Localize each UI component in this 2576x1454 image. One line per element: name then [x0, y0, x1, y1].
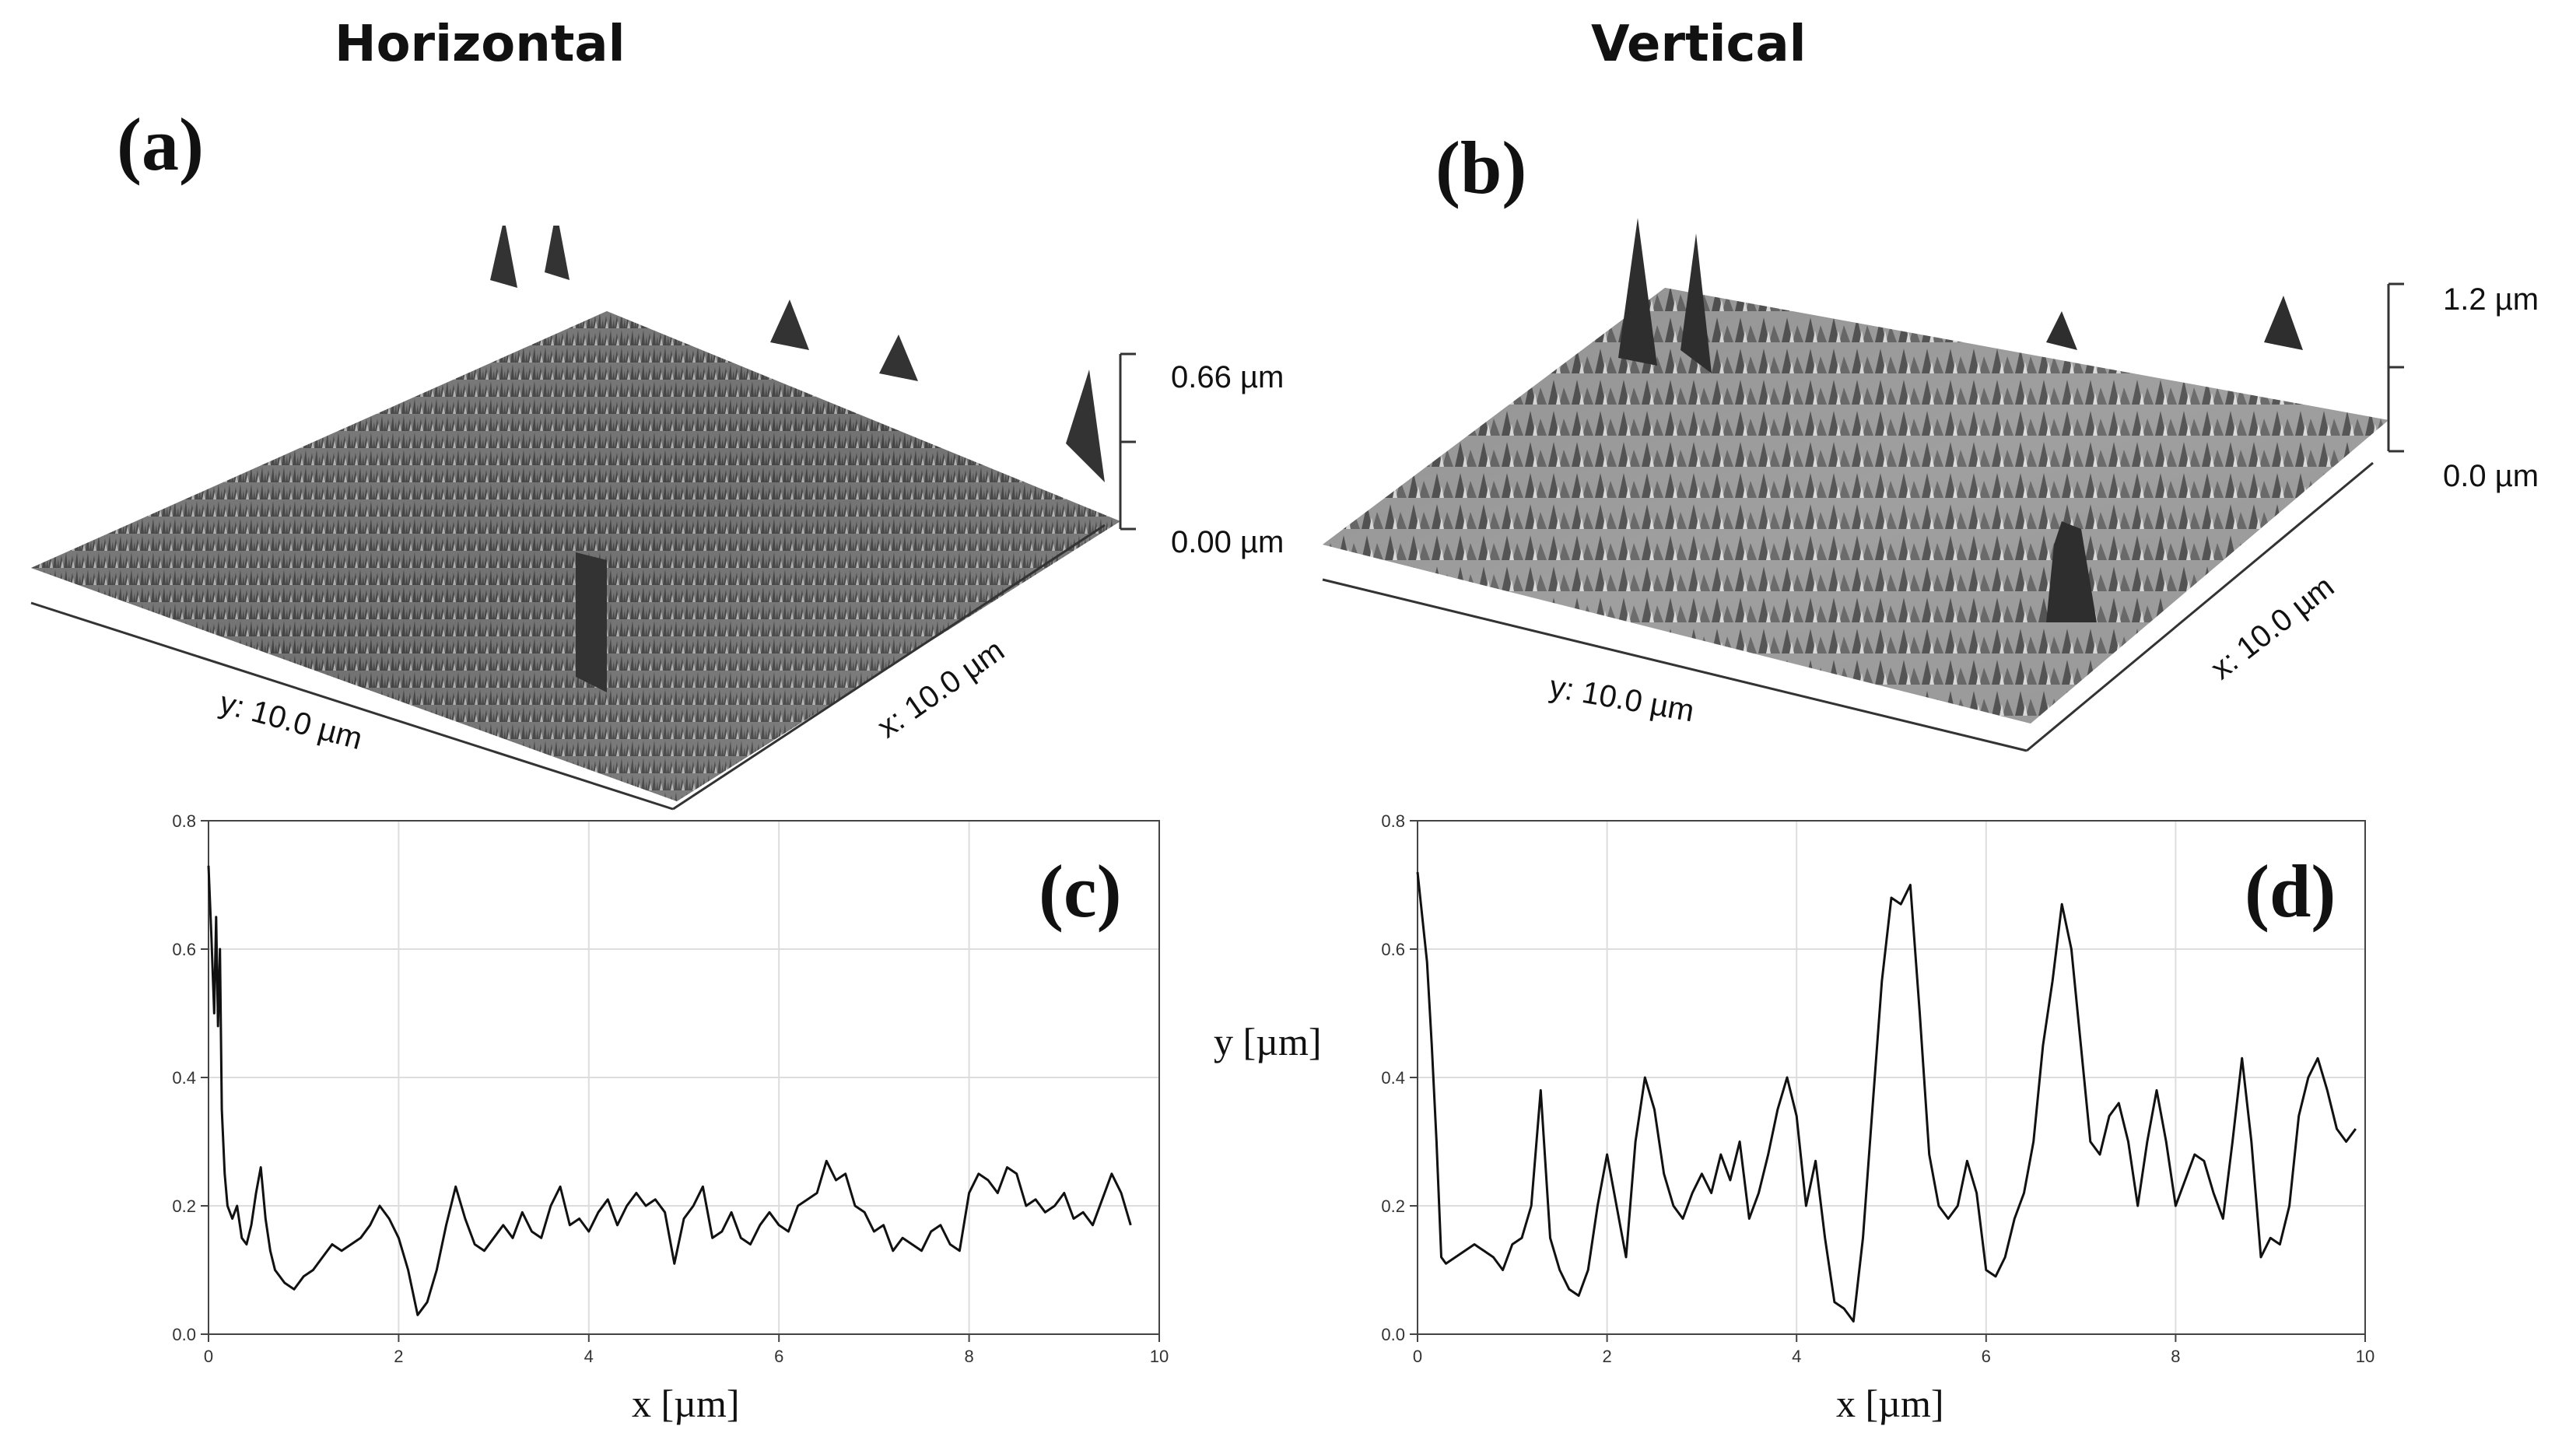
y-tick-label-1: 0.2 [172, 1196, 196, 1216]
panel-label-d: (d) [2245, 850, 2336, 933]
x-tick-label-4: 8 [2171, 1347, 2180, 1366]
x-tick-label-5: 10 [2356, 1347, 2374, 1366]
y-tick-label-1: 0.2 [1381, 1196, 1405, 1216]
y-tick-label-4: 0.8 [172, 811, 196, 831]
y-tick-label-3: 0.6 [1381, 940, 1405, 959]
surface-plot-horizontal: 0.66 µm 0.00 µm y: 10.0 µm x: 10.0 µm [30, 226, 1284, 811]
surface-b-height-top: 1.2 µm [2443, 282, 2539, 317]
surface-b-height-bottom: 0.0 µm [2443, 459, 2539, 493]
x-tick-label-3: 6 [774, 1347, 783, 1366]
x-tick-label-0: 0 [1413, 1347, 1422, 1366]
y-tick-label-4: 0.8 [1381, 811, 1405, 831]
panel-label-b: (b) [1435, 126, 1527, 209]
chart-d-x-axis-label: x [µm] [1836, 1382, 1944, 1425]
chart-c-x-axis-label: x [µm] [632, 1382, 740, 1425]
y-tick-label-0: 0.0 [172, 1325, 196, 1344]
column-title-vertical: Vertical [1591, 16, 1807, 73]
surface-a-height-bottom: 0.00 µm [1171, 525, 1284, 559]
series-line-0 [1416, 871, 2357, 1323]
x-tick-label-2: 4 [584, 1347, 594, 1366]
series-line-0 [207, 865, 1132, 1316]
panel-label-c: (c) [1039, 850, 1122, 933]
y-tick-label-2: 0.4 [172, 1068, 196, 1088]
y-tick-label-2: 0.4 [1381, 1068, 1405, 1088]
surface-plot-vertical: 1.2 µm 0.0 µm y: 10.0 µm x: 10.0 µm [1322, 218, 2539, 752]
surface-a-height-top: 0.66 µm [1171, 360, 1284, 394]
column-title-horizontal: Horizontal [335, 16, 626, 73]
x-tick-label-5: 10 [1150, 1347, 1169, 1366]
x-tick-label-1: 2 [394, 1347, 403, 1366]
surface-peaks [1618, 218, 2303, 622]
y-tick-label-3: 0.6 [172, 940, 196, 959]
x-tick-label-1: 2 [1602, 1347, 1611, 1366]
surface-peaks [490, 226, 1105, 692]
y-tick-label-0: 0.0 [1381, 1325, 1405, 1344]
x-tick-label-2: 4 [1792, 1347, 1801, 1366]
chart-d-y-axis-label: y [µm] [1214, 1020, 1322, 1063]
x-tick-label-0: 0 [204, 1347, 213, 1366]
x-tick-label-3: 6 [1982, 1347, 1991, 1366]
panel-label-a: (a) [117, 103, 204, 186]
x-tick-label-4: 8 [964, 1347, 973, 1366]
